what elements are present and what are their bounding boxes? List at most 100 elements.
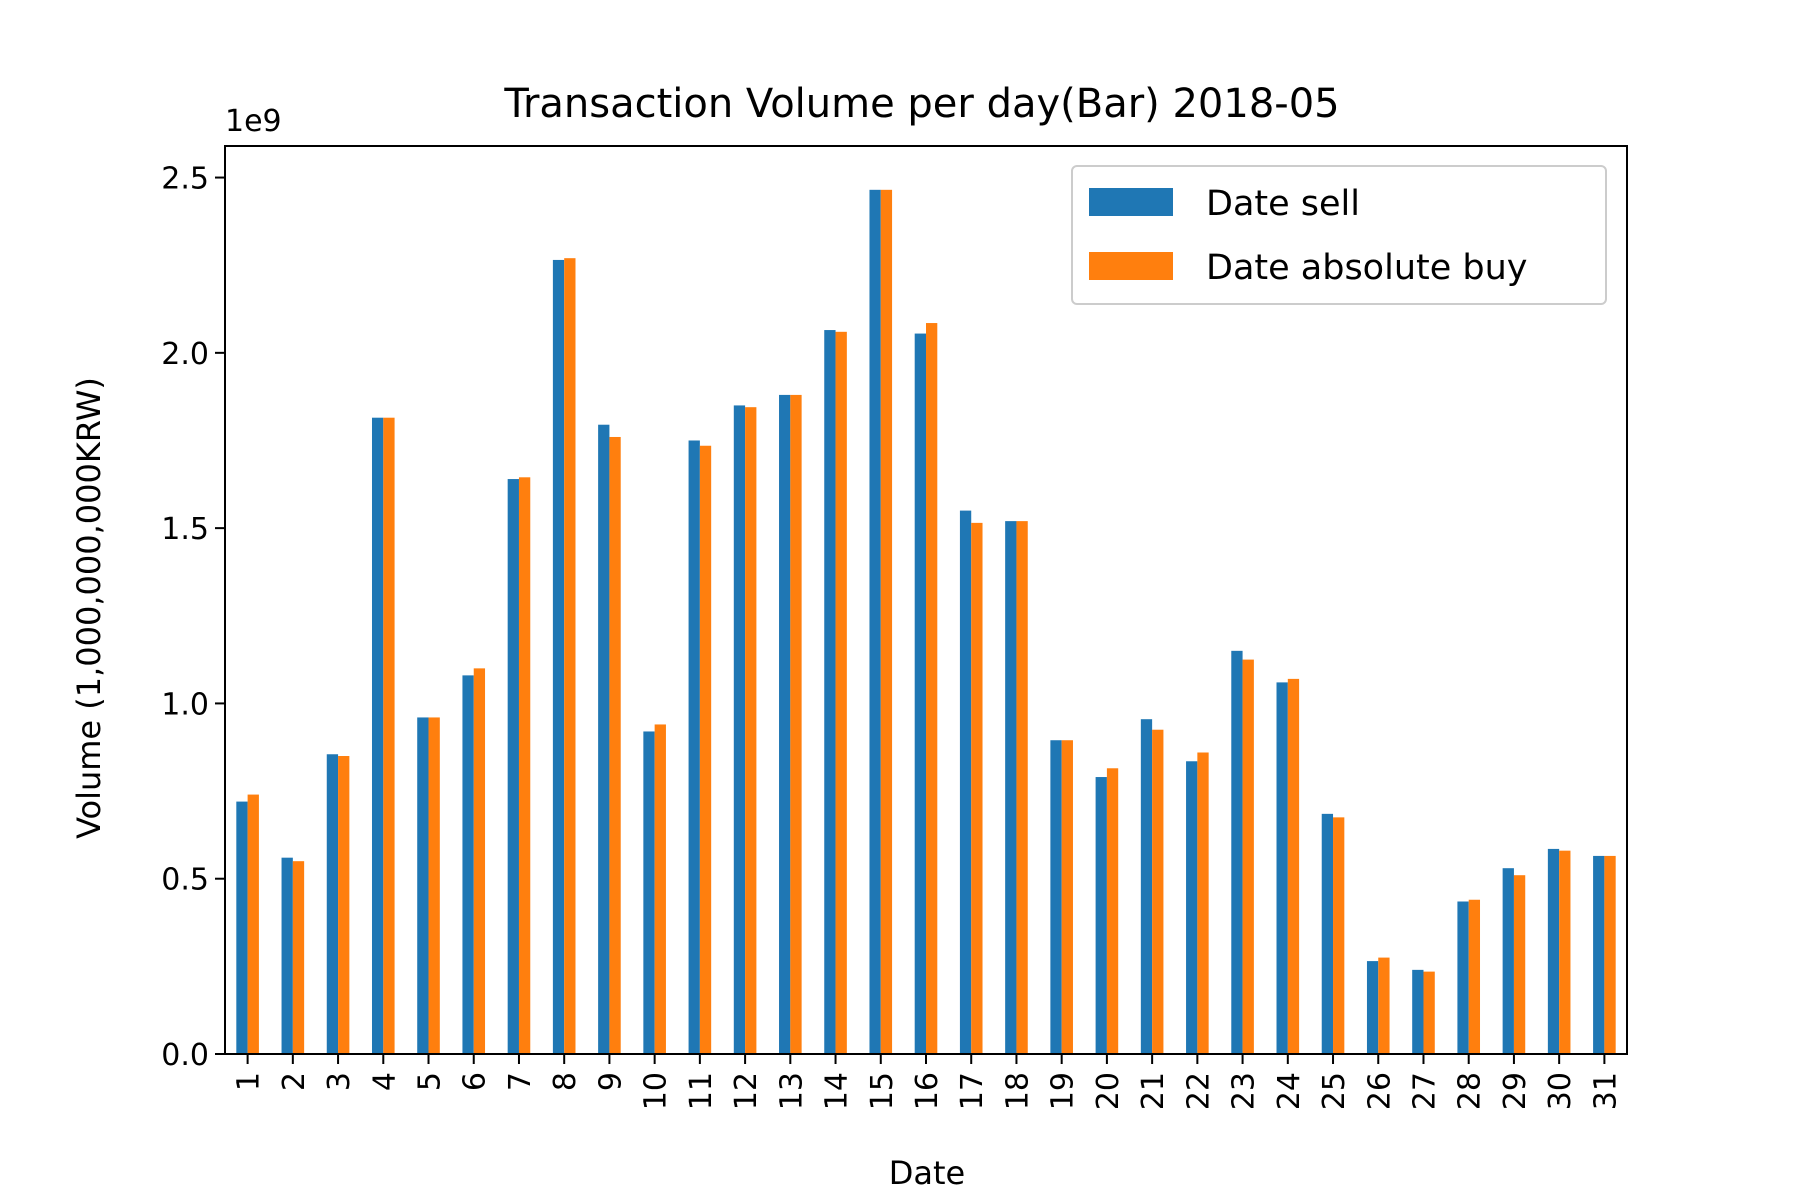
x-tick-label: 28 (1453, 1072, 1488, 1110)
bar-sell-27 (1412, 969, 1424, 1054)
bar-buy-3 (338, 756, 350, 1054)
bar-sell-29 (1502, 868, 1514, 1054)
bar-sell-31 (1593, 855, 1605, 1054)
chart-title: Transaction Volume per day(Bar) 2018-05 (503, 81, 1339, 127)
bar-sell-16 (914, 333, 926, 1055)
bar-sell-25 (1321, 813, 1334, 1054)
bar-buy-4 (383, 417, 395, 1054)
bar-buy-14 (835, 331, 847, 1054)
y-tick-label: 0.5 (161, 863, 209, 898)
bar-buy-12 (745, 407, 757, 1054)
bar-buy-30 (1559, 850, 1571, 1054)
x-tick-label: 3 (322, 1072, 357, 1091)
y-tick-label: 0.0 (161, 1038, 209, 1073)
bar-buy-26 (1378, 957, 1390, 1054)
bar-buy-9 (609, 436, 621, 1054)
bar-buy-6 (473, 668, 486, 1054)
bar-sell-17 (959, 510, 972, 1055)
x-tick-label: 23 (1227, 1072, 1262, 1110)
bar-buy-29 (1513, 875, 1526, 1054)
x-tick-label: 21 (1136, 1072, 1171, 1110)
bar-buy-24 (1287, 678, 1300, 1054)
bar-buy-27 (1423, 971, 1435, 1054)
bar-sell-24 (1276, 682, 1288, 1054)
y-tick-label: 1.0 (161, 687, 209, 722)
bar-buy-23 (1242, 659, 1254, 1054)
plot-frame (224, 145, 1628, 1055)
bar-sell-4 (371, 417, 384, 1054)
x-tick-label: 7 (503, 1072, 538, 1091)
y-tick-label: 1.5 (161, 512, 209, 547)
x-tick-label: 26 (1362, 1072, 1397, 1110)
x-tick-label: 19 (1046, 1072, 1081, 1110)
x-tick-label: 29 (1498, 1072, 1533, 1110)
x-tick-label: 16 (910, 1072, 945, 1110)
x-tick-label: 4 (367, 1072, 402, 1091)
bar-buy-13 (790, 394, 802, 1054)
x-tick-label: 20 (1091, 1072, 1126, 1110)
x-axis-title: Date (889, 1154, 965, 1192)
x-tick-label: 13 (774, 1072, 809, 1110)
bar-sell-22 (1186, 761, 1198, 1054)
bar-buy-22 (1197, 752, 1209, 1054)
legend-swatch (1089, 252, 1173, 280)
x-tick-label: 17 (955, 1072, 990, 1110)
bar-sell-1 (236, 801, 248, 1054)
bar-buy-7 (518, 477, 531, 1054)
bar-sell-14 (824, 330, 836, 1054)
x-tick-label: 15 (865, 1072, 900, 1110)
x-tick-label: 12 (729, 1072, 764, 1110)
bar-buy-10 (654, 724, 666, 1054)
bar-buy-11 (699, 445, 712, 1054)
bar-buy-16 (926, 323, 938, 1054)
bar-sell-3 (326, 754, 339, 1054)
bar-sell-19 (1050, 740, 1062, 1054)
bar-sell-5 (417, 717, 429, 1054)
bar-buy-31 (1604, 855, 1616, 1054)
bar-sell-7 (507, 479, 519, 1055)
bar-buy-20 (1106, 768, 1119, 1054)
x-tick-label: 31 (1588, 1072, 1623, 1110)
legend-label: Date sell (1206, 184, 1360, 224)
bar-sell-20 (1095, 777, 1107, 1054)
bar-sell-30 (1547, 848, 1560, 1054)
legend-frame (1071, 165, 1607, 305)
bar-buy-17 (971, 522, 983, 1054)
y-tick-label: 2.5 (161, 162, 209, 197)
bar-sell-2 (281, 857, 293, 1054)
bar-buy-21 (1152, 729, 1164, 1054)
x-tick-label: 18 (1000, 1072, 1035, 1110)
bar-sell-26 (1366, 961, 1379, 1054)
bar-buy-8 (564, 258, 576, 1055)
bar-buy-19 (1061, 740, 1073, 1054)
bars-layer (236, 189, 1616, 1055)
bar-sell-21 (1140, 719, 1153, 1054)
y-tick-label: 2.0 (161, 337, 209, 372)
x-tick-label: 30 (1543, 1072, 1578, 1110)
bar-sell-11 (688, 440, 700, 1055)
bar-sell-15 (869, 189, 881, 1054)
bar-sell-9 (598, 424, 610, 1054)
bar-buy-25 (1333, 817, 1345, 1054)
y-offset-label: 1e9 (225, 104, 282, 139)
x-tick-label: 5 (413, 1072, 448, 1091)
legend-swatch (1089, 188, 1173, 216)
bar-buy-1 (247, 794, 259, 1054)
legend: Date sell Date absolute buy (1071, 165, 1607, 305)
y-axis-title: Volume (1,000,000,000KRW) (70, 377, 108, 839)
x-tick-label: 24 (1272, 1072, 1307, 1110)
bar-sell-23 (1231, 650, 1243, 1054)
bar-buy-2 (292, 861, 305, 1054)
x-tick-label: 1 (232, 1072, 267, 1091)
bar-sell-13 (779, 394, 791, 1054)
x-tick-label: 25 (1317, 1072, 1352, 1110)
bar-sell-6 (462, 675, 474, 1054)
bar-buy-15 (880, 189, 893, 1054)
bar-sell-10 (643, 731, 655, 1054)
bar-buy-18 (1016, 521, 1028, 1054)
x-tick-label: 10 (639, 1072, 674, 1110)
bar-buy-5 (428, 717, 440, 1054)
x-tick-label: 2 (277, 1072, 312, 1091)
